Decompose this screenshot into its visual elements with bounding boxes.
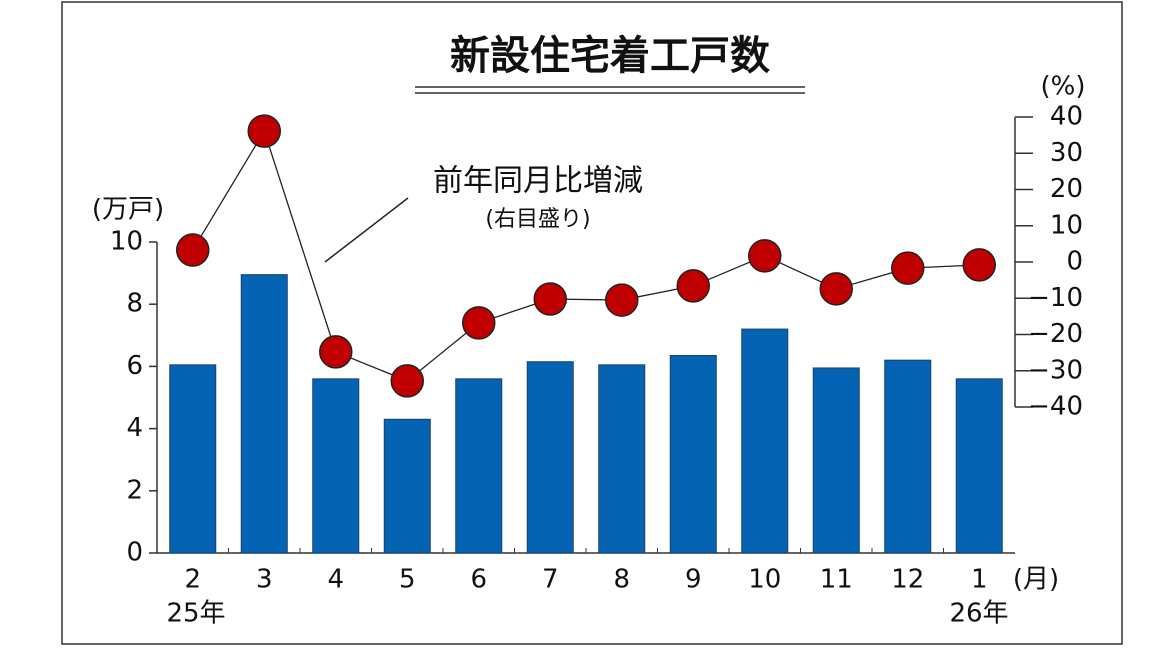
marker bbox=[605, 283, 639, 317]
year-label: 26年 bbox=[949, 599, 1008, 629]
bar bbox=[383, 418, 431, 554]
y2-tick-label: −40 bbox=[1028, 392, 1083, 422]
y2-tick-label: 0 bbox=[1066, 247, 1083, 277]
marker bbox=[891, 251, 925, 285]
marker bbox=[462, 306, 496, 340]
y2-tick-label: −30 bbox=[1028, 355, 1083, 385]
bar bbox=[312, 378, 360, 554]
x-tick-label: 8 bbox=[613, 565, 630, 595]
bar bbox=[955, 378, 1003, 554]
x-tick-label: 7 bbox=[542, 565, 559, 595]
y-tick-label: 6 bbox=[126, 351, 143, 381]
chart-title: 新設住宅着工戸数 bbox=[450, 33, 770, 79]
y-tick-label: 0 bbox=[126, 538, 143, 568]
bar bbox=[169, 364, 217, 554]
x-tick-label: 1 bbox=[971, 565, 988, 595]
x-unit: (月) bbox=[1013, 565, 1059, 595]
bar bbox=[240, 274, 288, 554]
x-tick-label: 10 bbox=[748, 565, 781, 595]
y-tick-label: 10 bbox=[110, 227, 143, 257]
marker bbox=[247, 114, 281, 148]
marker bbox=[962, 248, 996, 282]
marker bbox=[176, 233, 210, 267]
x-tick-label: 9 bbox=[685, 565, 702, 595]
bar bbox=[598, 364, 646, 554]
marker bbox=[748, 239, 782, 273]
bar bbox=[669, 355, 717, 554]
bar bbox=[455, 378, 503, 554]
marker bbox=[390, 364, 424, 398]
y-tick-label: 2 bbox=[126, 475, 143, 505]
marker bbox=[819, 272, 853, 306]
y2-tick-label: 40 bbox=[1050, 102, 1083, 132]
x-tick-label: 6 bbox=[470, 565, 487, 595]
x-tick-label: 2 bbox=[184, 565, 201, 595]
y2-tick-label: −20 bbox=[1028, 319, 1083, 349]
y2-tick-label: 10 bbox=[1050, 210, 1083, 240]
year-label: 25年 bbox=[166, 599, 225, 629]
annotation: 前年同月比増減 bbox=[433, 164, 643, 199]
x-tick-label: 3 bbox=[256, 565, 273, 595]
y-tick-label: 4 bbox=[126, 413, 143, 443]
marker bbox=[319, 335, 353, 369]
x-tick-label: 4 bbox=[327, 565, 344, 595]
bar bbox=[741, 328, 789, 554]
y2-unit: (%) bbox=[1041, 72, 1086, 102]
bar bbox=[884, 359, 932, 554]
frame bbox=[61, 1, 1123, 645]
y-unit: (万戸) bbox=[92, 195, 164, 225]
annotation: (右目盛り) bbox=[485, 207, 590, 232]
marker bbox=[533, 282, 567, 316]
y2-tick-label: 20 bbox=[1050, 174, 1083, 204]
annotation-line bbox=[324, 197, 409, 263]
y2-tick-label: −10 bbox=[1028, 283, 1083, 313]
x-tick-label: 5 bbox=[399, 565, 416, 595]
x-tick-label: 12 bbox=[891, 565, 924, 595]
x-tick-label: 11 bbox=[820, 565, 853, 595]
bar bbox=[526, 361, 574, 554]
marker bbox=[676, 269, 710, 303]
bar bbox=[812, 367, 860, 554]
y2-tick-label: 30 bbox=[1050, 138, 1083, 168]
y-tick-label: 8 bbox=[126, 289, 143, 319]
